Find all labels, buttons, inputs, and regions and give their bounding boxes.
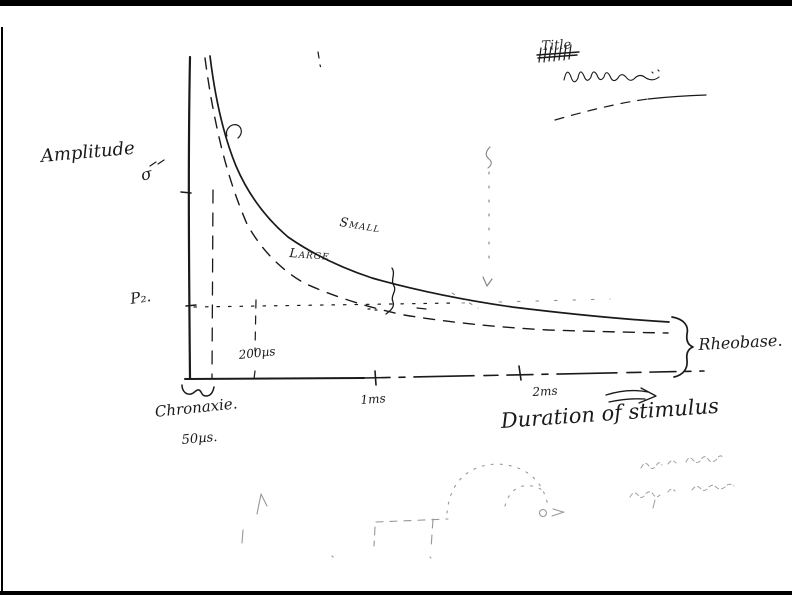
tick-label-2ms: 2ms (532, 383, 558, 399)
tick-2ms (518, 365, 522, 381)
chronaxie-bracket (181, 384, 215, 397)
flourish-underline-curve (554, 94, 707, 121)
pen-loop (225, 124, 242, 139)
faint-small-circle (538, 508, 548, 518)
sigma-double-tick (149, 159, 165, 167)
bleed-through-sketch (241, 463, 565, 559)
faint-dotted-vertical-mark (451, 146, 493, 309)
illegible-scribble-word (563, 69, 660, 83)
scan-border-bottom (0, 591, 792, 595)
x-axis (184, 365, 705, 386)
tick-label-1ms: 1ms (360, 391, 387, 407)
y-axis (180, 55, 197, 380)
p2-mark-label: P₂. (129, 287, 153, 308)
curve-small-solid (209, 55, 670, 323)
crossed-out-title-scribble (536, 44, 580, 63)
curve-large-dashed (204, 57, 669, 334)
tick-1ms (374, 370, 377, 386)
scan-border-top (0, 0, 792, 6)
p2-dotted-horizontal-line (193, 298, 611, 308)
curve-gap-brace (367, 267, 427, 315)
scan-border-left (1, 27, 3, 591)
curve-label-large: Large (288, 245, 331, 263)
faint-scribble-note (629, 455, 735, 509)
rheobase-brace (671, 316, 694, 378)
stray-ink-mark (317, 51, 322, 68)
scribbled-title-word: Title (541, 37, 572, 54)
duration-arrow-icon (605, 387, 657, 404)
chronaxie-value-label: 50µs. (181, 429, 218, 448)
line-200us-vertical-dashed (253, 299, 257, 380)
sigma-vertical-dashed-line (149, 159, 214, 379)
